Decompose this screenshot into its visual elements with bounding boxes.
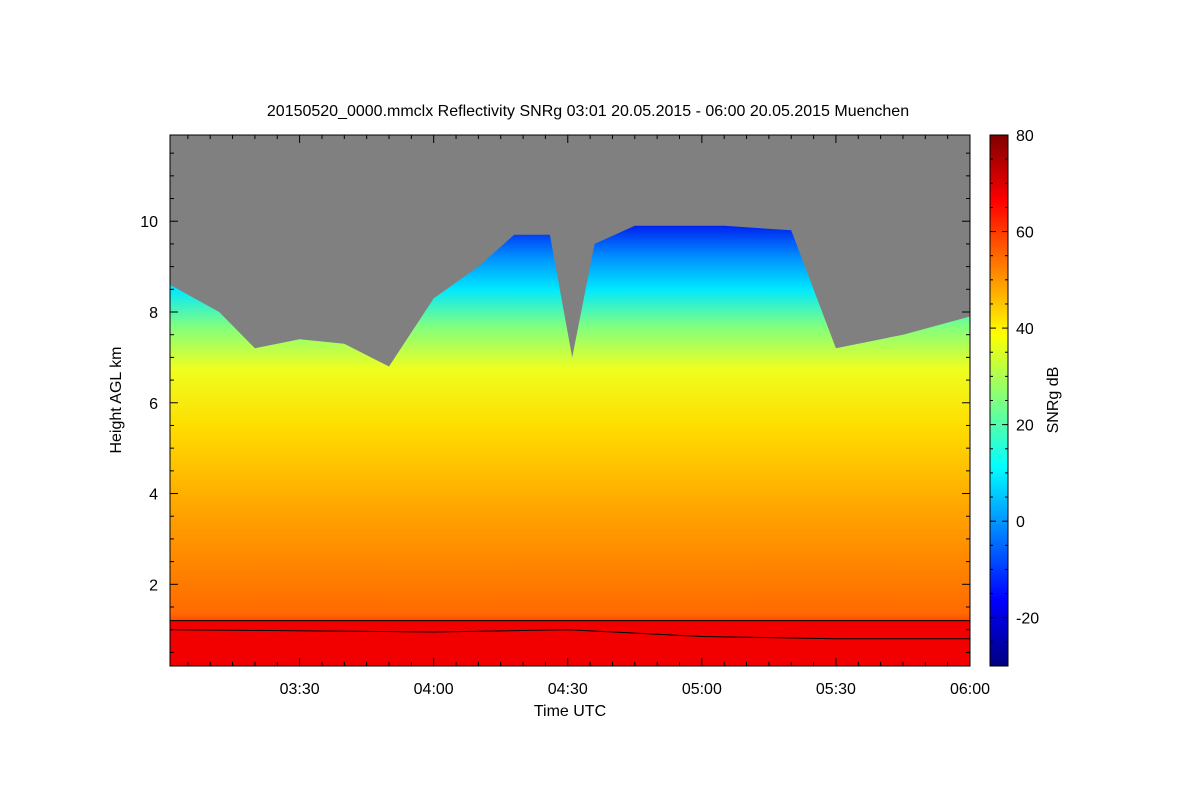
colorbar-tick-label: 20	[1016, 418, 1034, 435]
x-tick-label: 04:00	[414, 681, 454, 698]
x-tick-label: 03:30	[280, 681, 320, 698]
colorbar-tick-label: -20	[1016, 611, 1039, 628]
y-tick-label: 4	[149, 487, 158, 504]
near-ground-band	[170, 620, 970, 666]
x-tick-label: 04:30	[548, 681, 588, 698]
colorbar: -20 0 20 40 60 80 SNRg dB	[989, 128, 1062, 667]
y-tick-label: 6	[149, 396, 158, 413]
y-tick-label: 2	[149, 577, 158, 594]
x-axis: 03:30 04:00 04:30 05:00 05:30 06:00	[187, 135, 990, 698]
colorbar-tick-label: 0	[1016, 514, 1025, 531]
colorbar-label: SNRg dB	[1045, 367, 1062, 434]
chart-title: 20150520_0000.mmclx Reflectivity SNRg 03…	[267, 103, 909, 120]
x-axis-label: Time UTC	[534, 703, 606, 720]
colorbar-tick-label: 80	[1016, 128, 1034, 145]
colorbar-ticks: -20 0 20 40 60 80	[990, 128, 1039, 667]
y-axis: 2 4 6 8 10	[140, 152, 970, 653]
lower-reference-line	[170, 629, 970, 640]
y-axis-label: Height AGL km	[108, 346, 125, 453]
colorbar-tick-label: 40	[1016, 321, 1034, 338]
x-tick-label: 06:00	[950, 681, 990, 698]
plot-frame	[169, 134, 971, 667]
y-tick-label: 10	[140, 214, 158, 231]
colorbar-tick-label: 60	[1016, 225, 1034, 242]
plot-area	[170, 135, 970, 666]
y-tick-label: 8	[149, 305, 158, 322]
x-tick-label: 05:30	[816, 681, 856, 698]
x-tick-label: 05:00	[682, 681, 722, 698]
